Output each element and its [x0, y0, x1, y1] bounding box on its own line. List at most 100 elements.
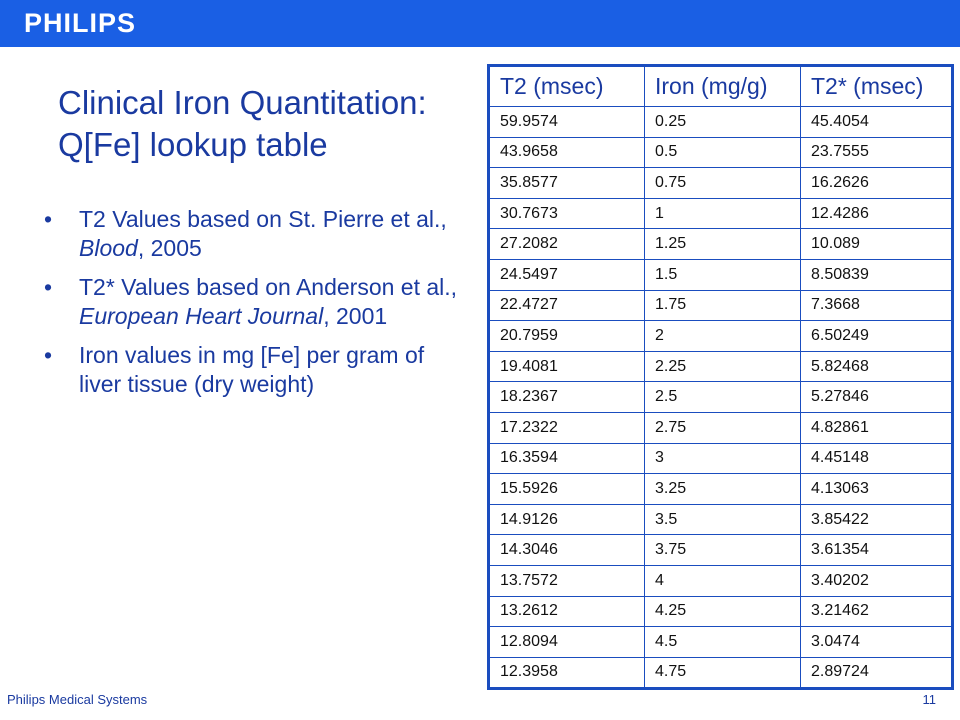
cell-t2star: 16.2626 — [800, 167, 952, 199]
philips-logo: PHILIPS — [24, 8, 137, 38]
cell-t2star: 10.089 — [800, 228, 952, 260]
bullet-dot-icon: • — [44, 342, 53, 368]
bullet-dot-icon: • — [44, 274, 53, 300]
slide-title-line-2: Q[Fe] lookup table — [58, 126, 328, 163]
table-row: 18.2367 2.5 5.27846 — [489, 381, 952, 413]
cell-t2: 18.2367 — [489, 381, 645, 413]
bullet-text-end: , 2005 — [137, 235, 202, 261]
cell-t2star: 5.82468 — [800, 350, 952, 383]
bullet-item: • Iron values in mg [Fe] per gram of liv… — [44, 341, 464, 399]
table-row: 14.3046 3.75 3.61354 — [489, 534, 952, 566]
table-row: 13.7572 4 3.40202 — [489, 564, 952, 597]
cell-t2star: 3.0474 — [800, 626, 952, 658]
cell-t2star: 3.85422 — [800, 503, 952, 536]
bullet-citation: Blood — [79, 235, 138, 261]
cell-iron: 3 — [644, 442, 801, 475]
cell-t2star: 4.45148 — [800, 442, 952, 475]
cell-t2: 20.7959 — [489, 320, 645, 352]
cell-iron: 3.75 — [644, 534, 801, 566]
cell-t2: 30.7673 — [489, 197, 645, 230]
table-row: 24.5497 1.5 8.50839 — [489, 258, 952, 291]
cell-iron: 2.5 — [644, 381, 801, 413]
table-row: 17.2322 2.75 4.82861 — [489, 411, 952, 444]
cell-iron: 0.25 — [644, 106, 801, 138]
table-row: 43.9658 0.5 23.7555 — [489, 136, 952, 169]
slide-title-line-1: Clinical Iron Quantitation: — [58, 84, 427, 121]
cell-t2: 15.5926 — [489, 473, 645, 505]
cell-t2star: 3.40202 — [800, 564, 952, 597]
cell-t2: 13.2612 — [489, 595, 645, 628]
cell-iron: 4.25 — [644, 595, 801, 628]
cell-t2: 14.9126 — [489, 503, 645, 536]
cell-t2: 17.2322 — [489, 411, 645, 444]
bullet-text-end: , 2001 — [323, 303, 388, 329]
cell-t2star: 4.13063 — [800, 473, 952, 505]
cell-t2: 27.2082 — [489, 228, 645, 260]
bullet-text: T2* Values based on Anderson et al., — [79, 274, 458, 300]
cell-t2: 13.7572 — [489, 564, 645, 597]
table-row: 59.9574 0.25 45.4054 — [489, 106, 952, 138]
cell-t2star: 23.7555 — [800, 136, 952, 169]
table-row: 27.2082 1.25 10.089 — [489, 228, 952, 260]
column-header-t2: T2 (msec) — [489, 66, 645, 107]
cell-t2star: 7.3668 — [800, 289, 952, 322]
cell-iron: 2.25 — [644, 350, 801, 383]
header-bar: PHILIPS — [0, 0, 960, 47]
cell-iron: 1.75 — [644, 289, 801, 322]
cell-t2: 43.9658 — [489, 136, 645, 169]
bullet-item: • T2 Values based on St. Pierre et al., … — [44, 205, 464, 263]
cell-iron: 1 — [644, 197, 801, 230]
cell-t2: 14.3046 — [489, 534, 645, 566]
cell-t2: 16.3594 — [489, 442, 645, 475]
cell-t2: 12.3958 — [489, 656, 645, 689]
table-row: 14.9126 3.5 3.85422 — [489, 503, 952, 536]
cell-t2star: 4.82861 — [800, 411, 952, 444]
table-row: 35.8577 0.75 16.2626 — [489, 167, 952, 199]
cell-t2star: 6.50249 — [800, 320, 952, 352]
cell-iron: 4.5 — [644, 626, 801, 658]
column-header-iron: Iron (mg/g) — [644, 66, 801, 107]
cell-t2star: 12.4286 — [800, 197, 952, 230]
cell-iron: 3.25 — [644, 473, 801, 505]
table-header-row: T2 (msec) Iron (mg/g) T2* (msec) — [489, 66, 952, 107]
cell-iron: 1.25 — [644, 228, 801, 260]
cell-t2: 19.4081 — [489, 350, 645, 383]
cell-t2star: 2.89724 — [800, 656, 952, 689]
footer-company: Philips Medical Systems — [7, 692, 148, 707]
cell-t2star: 3.21462 — [800, 595, 952, 628]
bullet-item: • T2* Values based on Anderson et al., E… — [44, 273, 464, 331]
cell-t2: 22.4727 — [489, 289, 645, 322]
table-row: 19.4081 2.25 5.82468 — [489, 350, 952, 383]
cell-iron: 1.5 — [644, 258, 801, 291]
bullet-list: • T2 Values based on St. Pierre et al., … — [44, 205, 464, 409]
table-row: 12.8094 4.5 3.0474 — [489, 626, 952, 658]
table-row: 22.4727 1.75 7.3668 — [489, 289, 952, 322]
footer-page-number: 11 — [922, 692, 937, 707]
lookup-table-container: T2 (msec) Iron (mg/g) T2* (msec) 59.9574… — [487, 64, 954, 691]
cell-iron: 0.75 — [644, 167, 801, 199]
cell-t2star: 3.61354 — [800, 534, 952, 566]
cell-iron: 4.75 — [644, 656, 801, 689]
bullet-citation: European Heart Journal — [79, 303, 324, 329]
bullet-text: T2 Values based on St. Pierre et al., — [79, 206, 447, 232]
table-row: 15.5926 3.25 4.13063 — [489, 473, 952, 505]
table-row: 13.2612 4.25 3.21462 — [489, 595, 952, 628]
slide-title: Clinical Iron Quantitation: Q[Fe] lookup… — [58, 82, 478, 166]
cell-t2: 35.8577 — [489, 167, 645, 199]
bullet-dot-icon: • — [44, 206, 53, 232]
cell-iron: 3.5 — [644, 503, 801, 536]
lookup-table: T2 (msec) Iron (mg/g) T2* (msec) 59.9574… — [489, 66, 952, 689]
table-row: 12.3958 4.75 2.89724 — [489, 656, 952, 689]
bullet-text: Iron values in mg [Fe] per gram of liver… — [79, 342, 425, 397]
table-body: 59.9574 0.25 45.4054 43.9658 0.5 23.7555 35.85… — [489, 106, 952, 689]
table-row: 20.7959 2 6.50249 — [489, 320, 952, 352]
table-row: 30.7673 1 12.4286 — [489, 197, 952, 230]
cell-t2star: 45.4054 — [800, 106, 952, 138]
cell-iron: 4 — [644, 564, 801, 597]
cell-iron: 2.75 — [644, 411, 801, 444]
cell-iron: 2 — [644, 320, 801, 352]
column-header-t2star: T2* (msec) — [800, 66, 952, 107]
cell-t2: 12.8094 — [489, 626, 645, 658]
cell-t2star: 8.50839 — [800, 258, 952, 291]
cell-iron: 0.5 — [644, 136, 801, 169]
